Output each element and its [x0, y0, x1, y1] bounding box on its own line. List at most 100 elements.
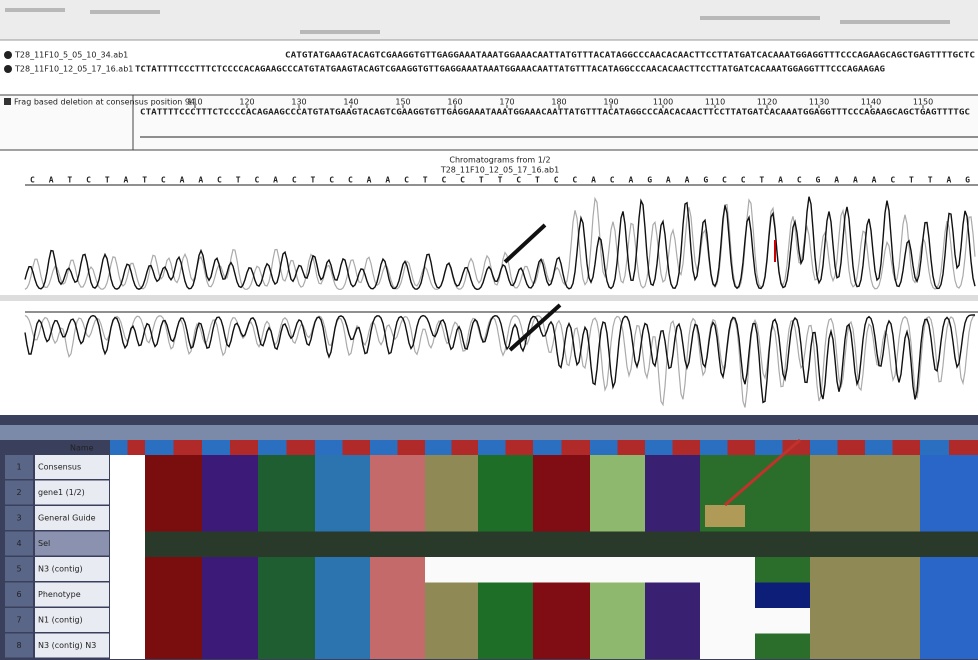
highlight-cell: [705, 505, 745, 527]
grid-cell: [110, 583, 145, 609]
grid-cell: [145, 557, 202, 583]
grid-cell: [645, 455, 700, 481]
row-name: N1 (contig): [38, 616, 83, 625]
screen: T28_11F10_5_05_10_34.ab1CATGTATGAAGTACAG…: [0, 0, 978, 660]
column-tab: [110, 440, 128, 455]
grid-cell: [533, 608, 590, 634]
consensus-sequence: CTATTTTCCCTTTCTCCCCACAGAAGCCCATGTATGAAGT…: [140, 108, 970, 117]
grid-cell: [315, 583, 370, 609]
grid-cell: [533, 583, 590, 609]
grid-cell: [920, 481, 978, 507]
column-tab: [755, 440, 783, 455]
column-tab: [174, 440, 203, 455]
row-name: General Guide: [38, 514, 96, 523]
grid-cell: [590, 608, 645, 634]
grid-cell: [258, 608, 315, 634]
grid-cell: [258, 532, 315, 558]
grid-cell: [810, 481, 865, 507]
grid-cell: [478, 481, 533, 507]
grid-cell: [590, 481, 645, 507]
grid-cell: [110, 481, 145, 507]
column-tab: [128, 440, 146, 455]
column-tab: [230, 440, 258, 455]
grid-cell: [645, 608, 700, 634]
toolbar-item: [700, 16, 820, 20]
grid-cell: [202, 481, 258, 507]
row-number: 7: [16, 616, 21, 625]
grid-header: [0, 425, 978, 440]
column-tab: [810, 440, 838, 455]
grid-cell: [425, 634, 478, 660]
grid-cell: [700, 634, 755, 660]
grid-cell: [755, 506, 810, 532]
grid-cell: [920, 608, 978, 634]
row-name: N3 (contig) N3: [38, 641, 96, 650]
grid-cell: [533, 481, 590, 507]
column-tab: [315, 440, 343, 455]
grid-cell: [533, 506, 590, 532]
grid-cell: [865, 455, 920, 481]
row-sequence: TCTATTTTCCCTTTCTCCCCACAGAAGCCCATGTATGAAG…: [135, 65, 885, 74]
grid-cell: [920, 455, 978, 481]
grid-cell: [645, 583, 700, 609]
grid-cell: [202, 583, 258, 609]
column-tab: [287, 440, 316, 455]
grid-cell: [533, 634, 590, 660]
column-tab: [865, 440, 893, 455]
grid-cell: [755, 557, 810, 583]
row-name: Phenotype: [38, 590, 81, 599]
row-number: 4: [16, 539, 21, 548]
grid-cell: [700, 583, 755, 609]
grid-cell: [425, 455, 478, 481]
grid-cell: [810, 557, 865, 583]
chromatogram-title: Chromatograms from 1/2: [449, 156, 550, 165]
grid-cell: [590, 506, 645, 532]
grid-cell: [920, 506, 978, 532]
toolbar-item: [300, 30, 380, 34]
grid-cell: [478, 506, 533, 532]
grid-cell: [258, 583, 315, 609]
grid-cell: [478, 557, 533, 583]
grid-cell: [700, 557, 755, 583]
column-tab: [673, 440, 701, 455]
grid-cell: [810, 634, 865, 660]
column-tab: [590, 440, 618, 455]
trace: [25, 197, 975, 290]
grid-cell: [645, 532, 700, 558]
column-tab: [920, 440, 949, 455]
row-name: gene1 (1/2): [38, 488, 85, 497]
grid-cell: [645, 481, 700, 507]
grid-cell: [425, 557, 478, 583]
arrow: [505, 225, 545, 262]
toolbar-item: [5, 8, 65, 12]
page: T28_11F10_5_05_10_34.ab1CATGTATGAAGTACAG…: [0, 0, 978, 660]
grid-cell: [755, 608, 810, 634]
row-icon: [4, 65, 12, 73]
column-tab: [562, 440, 591, 455]
grid-cell: [202, 506, 258, 532]
grid-cell: [478, 634, 533, 660]
row-sequence: CATGTATGAAGTACAGTCGAAGGTGTTGAGGAAATAAATG…: [285, 51, 975, 60]
grid-cell: [425, 481, 478, 507]
grid-cell: [478, 608, 533, 634]
grid-cell: [258, 634, 315, 660]
row-number: 5: [16, 565, 21, 574]
grid-cell: [110, 455, 145, 481]
grid-cell: [370, 506, 425, 532]
toolbar: [0, 0, 978, 40]
column-tab: [618, 440, 646, 455]
grid-cell: [202, 557, 258, 583]
row-number: 1: [16, 463, 21, 472]
column-tab: [838, 440, 866, 455]
grid-cell: [533, 557, 590, 583]
grid-header-label: Name: [70, 444, 94, 453]
grid-cell: [110, 608, 145, 634]
consensus-label: Frag based deletion at consensus positio…: [14, 98, 195, 107]
row-name: T28_11F10_12_05_17_16.ab1: [14, 65, 133, 74]
column-tab: [398, 440, 426, 455]
grid-cell: [258, 506, 315, 532]
column-tab: [370, 440, 398, 455]
row-name: Consensus: [38, 463, 81, 472]
base-calls: CATCTATCAACTCACTCCAACTCCTTCTCCACAGAAGCCT…: [30, 176, 970, 185]
grid-cell: [315, 532, 370, 558]
